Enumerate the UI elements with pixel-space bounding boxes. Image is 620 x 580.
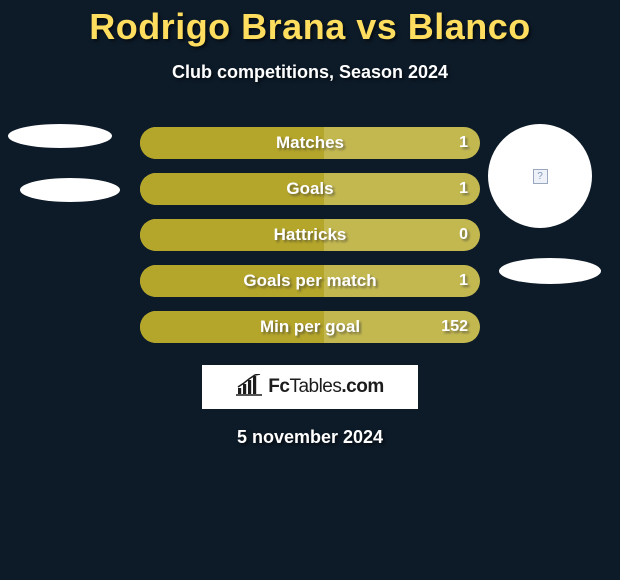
stat-bar-value: 1 [459, 134, 468, 152]
stat-bar-label: Matches [276, 133, 344, 153]
stat-bar: Goals per match 1 [140, 265, 480, 297]
brand-text-bold: Fc [268, 376, 289, 397]
stat-bar-label: Min per goal [260, 317, 360, 337]
brand-text-light: Tables [289, 376, 341, 397]
brand-text: FcTables.com [268, 376, 383, 398]
stat-bar-label: Goals per match [243, 271, 376, 291]
content-area: Rodrigo Brana vs Blanco Club competition… [0, 0, 620, 448]
stat-bar-value: 0 [459, 226, 468, 244]
stat-bar: Min per goal 152 [140, 311, 480, 343]
stat-bar: Hattricks 0 [140, 219, 480, 251]
stat-bar-value: 1 [459, 180, 468, 198]
subtitle: Club competitions, Season 2024 [0, 62, 620, 83]
stat-bar-value: 152 [441, 318, 468, 336]
stat-bar-label: Hattricks [274, 225, 347, 245]
brand-box[interactable]: FcTables.com [202, 365, 418, 409]
page-title: Rodrigo Brana vs Blanco [0, 6, 620, 48]
stat-bar: Goals 1 [140, 173, 480, 205]
stat-bar-label: Goals [286, 179, 333, 199]
brand-text-suffix: .com [341, 376, 383, 397]
stat-bar-value: 1 [459, 272, 468, 290]
date-text: 5 november 2024 [0, 427, 620, 448]
stat-bar: Matches 1 [140, 127, 480, 159]
stat-bars: Matches 1 Goals 1 Hattricks 0 Goals per match 1… [0, 127, 620, 343]
brand-chart-icon [236, 374, 262, 401]
